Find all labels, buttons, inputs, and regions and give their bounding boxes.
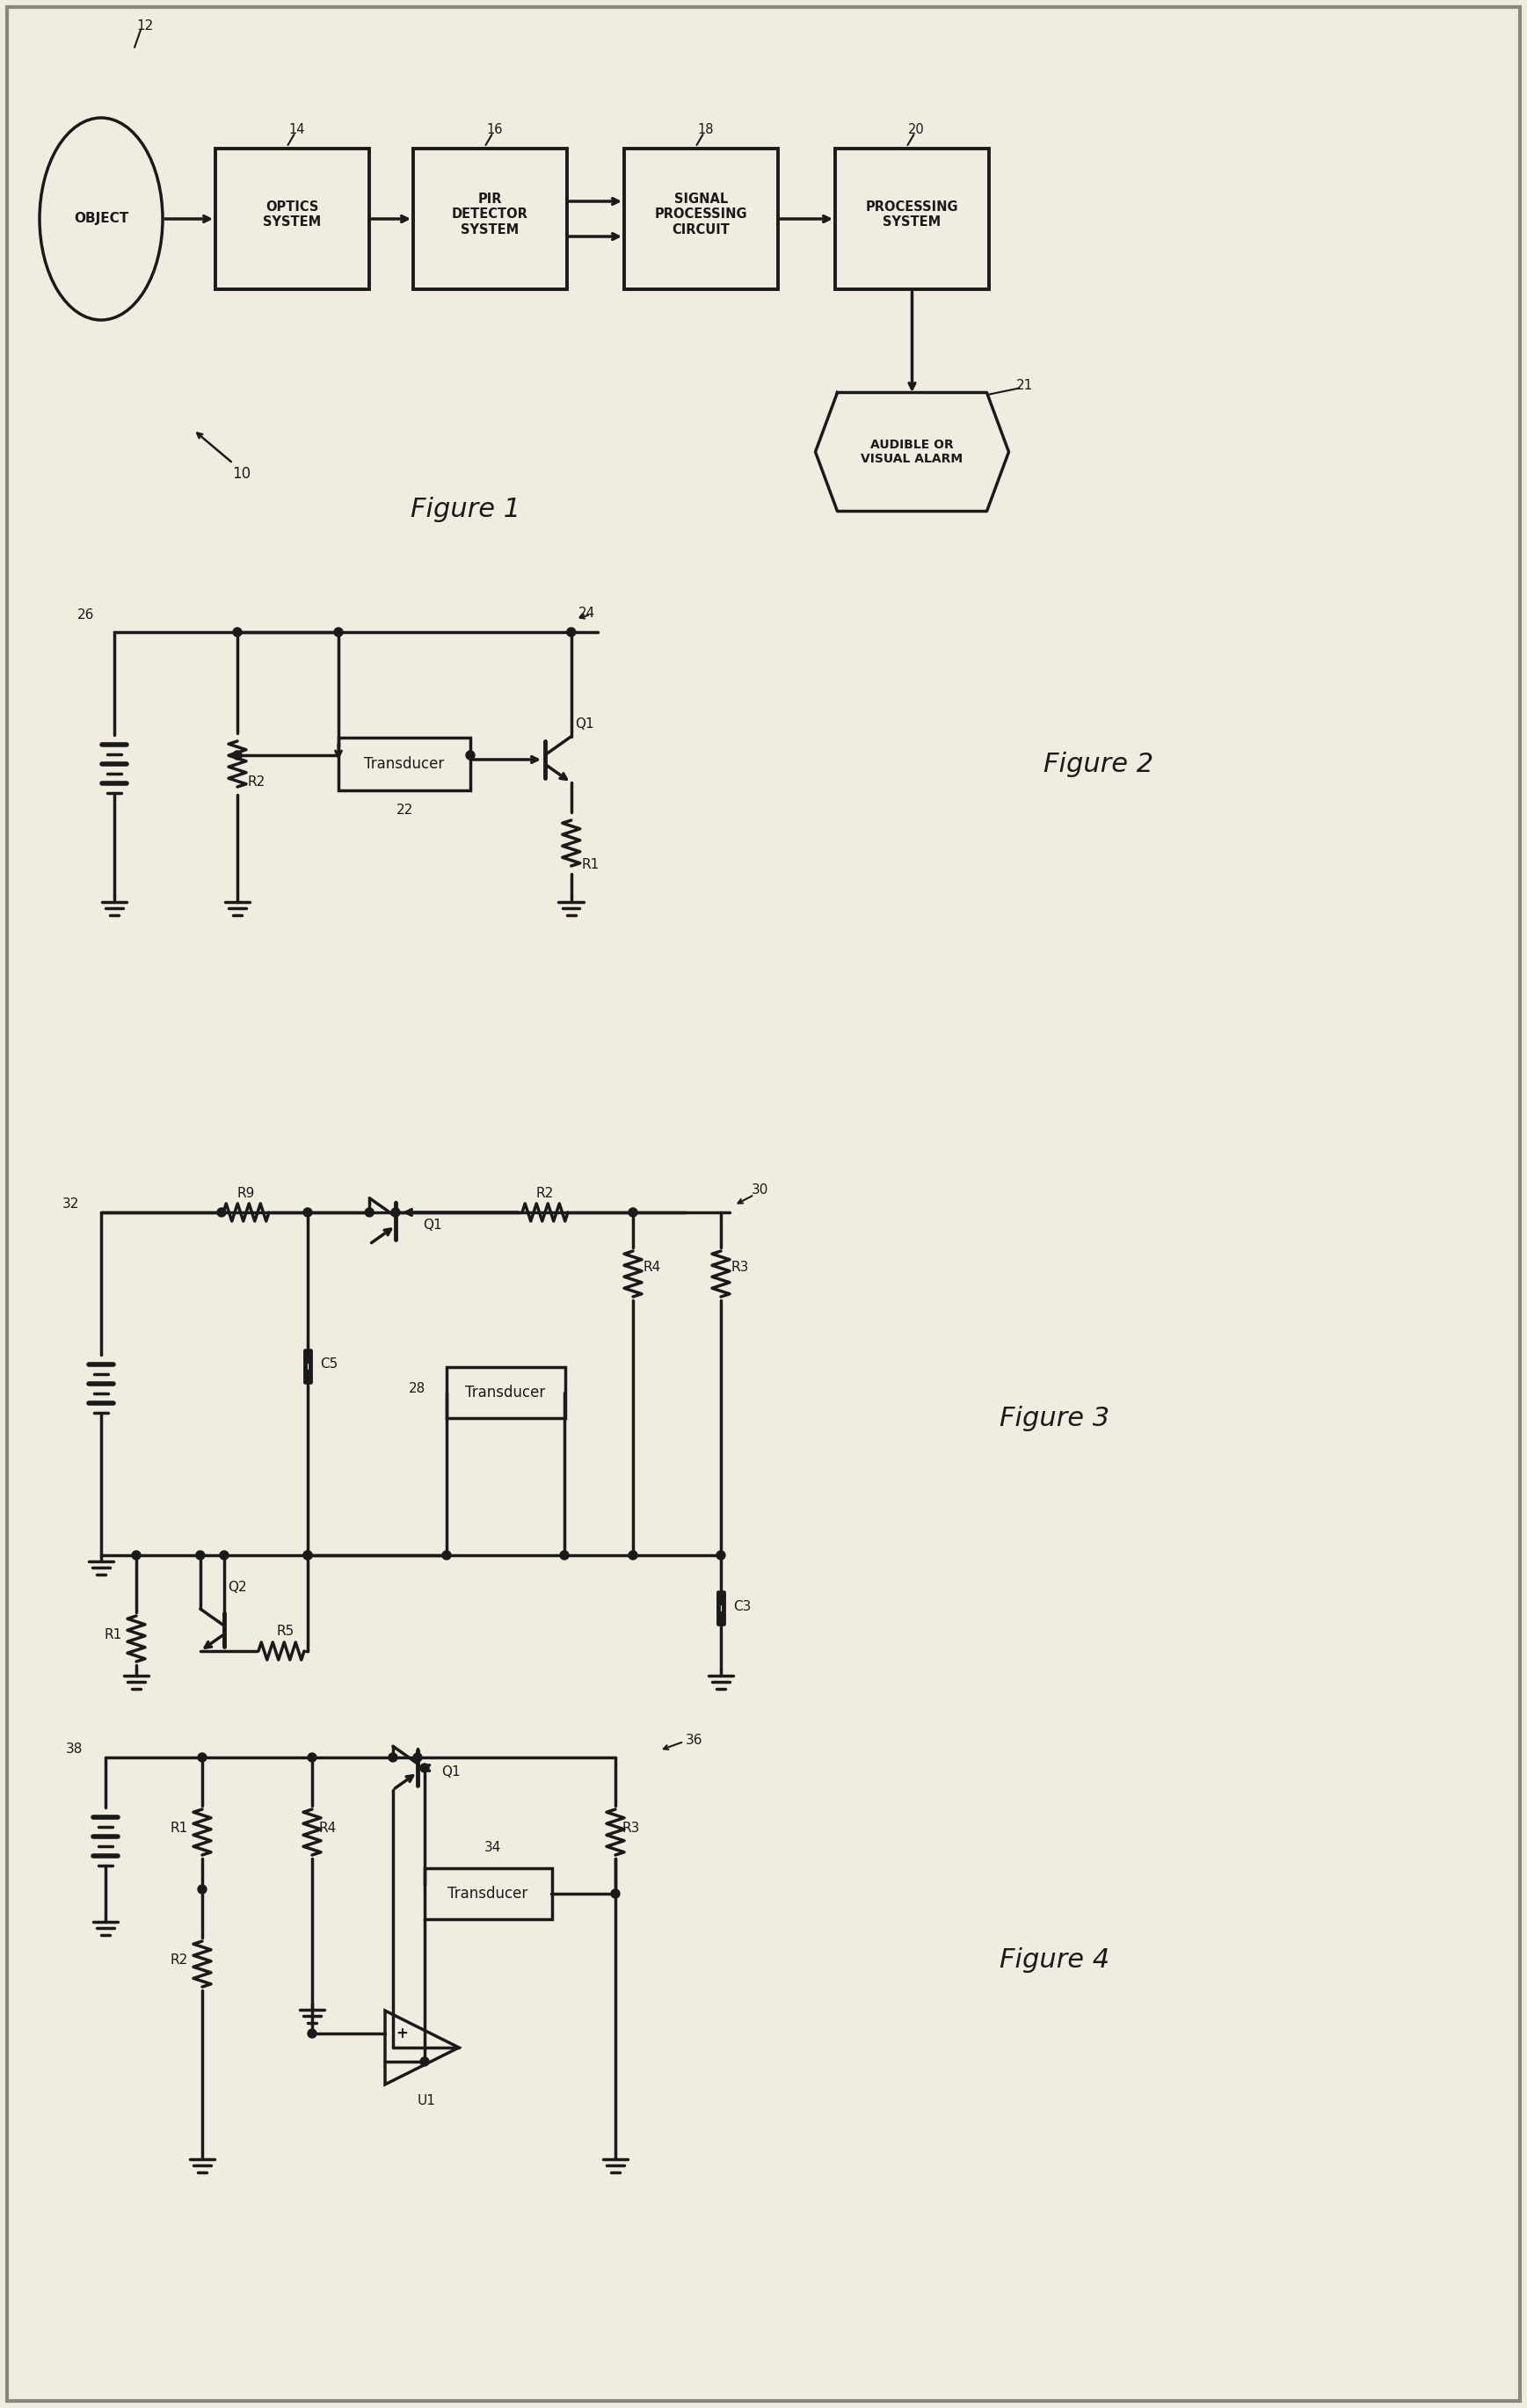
Text: R4: R4 [643,1259,661,1274]
Text: R2: R2 [247,775,266,787]
Text: Q1: Q1 [576,718,594,732]
Circle shape [629,1551,637,1560]
FancyBboxPatch shape [414,149,567,289]
Text: R2: R2 [536,1187,554,1199]
Text: 26: 26 [78,607,95,621]
FancyBboxPatch shape [625,149,777,289]
Circle shape [560,1551,568,1560]
Circle shape [629,1209,637,1216]
Circle shape [195,1551,205,1560]
Circle shape [443,1551,450,1560]
Text: R3: R3 [731,1259,750,1274]
Text: R4: R4 [319,1820,337,1835]
Text: R9: R9 [237,1187,255,1199]
Circle shape [199,1885,206,1893]
FancyBboxPatch shape [339,737,470,790]
Text: 36: 36 [686,1734,702,1746]
Text: 38: 38 [66,1741,84,1755]
Circle shape [365,1209,374,1216]
Circle shape [388,1753,397,1763]
Text: Figure 3: Figure 3 [1000,1406,1110,1433]
Text: U1: U1 [417,2093,435,2107]
Text: 16: 16 [487,123,502,135]
Text: Q1: Q1 [441,1765,461,1780]
Circle shape [307,2030,316,2037]
Circle shape [304,1551,312,1560]
Polygon shape [815,393,1009,510]
Text: −: − [395,2054,408,2068]
Text: Figure 2: Figure 2 [1044,751,1154,778]
Text: 10: 10 [232,467,250,482]
Text: R2: R2 [171,1953,188,1967]
Ellipse shape [40,118,163,320]
Text: 22: 22 [395,804,412,816]
Text: 18: 18 [698,123,713,135]
Text: 12: 12 [136,19,154,31]
Circle shape [414,1753,421,1763]
Text: 24: 24 [579,607,596,619]
Text: C5: C5 [319,1358,337,1370]
Text: 21: 21 [1015,378,1034,393]
Circle shape [304,1209,312,1216]
FancyBboxPatch shape [215,149,370,289]
Text: AUDIBLE OR
VISUAL ALARM: AUDIBLE OR VISUAL ALARM [861,438,964,465]
Circle shape [234,628,241,636]
Text: Transducer: Transducer [466,1385,545,1401]
FancyBboxPatch shape [425,1869,551,1919]
Circle shape [716,1551,725,1560]
Text: 30: 30 [751,1185,770,1197]
Text: Q1: Q1 [423,1218,441,1233]
Circle shape [199,1753,206,1763]
Circle shape [307,1753,316,1763]
Text: PROCESSING
SYSTEM: PROCESSING SYSTEM [866,200,959,229]
Text: R5: R5 [276,1625,295,1637]
Text: Transducer: Transducer [447,1885,528,1902]
Text: OPTICS
SYSTEM: OPTICS SYSTEM [263,200,321,229]
Text: 28: 28 [409,1382,426,1394]
Circle shape [131,1551,140,1560]
Text: 14: 14 [289,123,305,135]
FancyBboxPatch shape [446,1368,565,1418]
Text: +: + [395,2025,408,2042]
FancyBboxPatch shape [835,149,989,289]
Text: 20: 20 [909,123,925,135]
Circle shape [220,1551,229,1560]
Circle shape [217,1209,226,1216]
Text: Q2: Q2 [228,1582,247,1594]
Text: OBJECT: OBJECT [73,212,128,226]
Text: 34: 34 [484,1842,501,1854]
Circle shape [420,2056,429,2066]
Text: C3: C3 [733,1599,751,1613]
Circle shape [391,1209,400,1216]
Circle shape [611,1890,620,1898]
Text: SIGNAL
PROCESSING
CIRCUIT: SIGNAL PROCESSING CIRCUIT [655,193,748,236]
Text: R1: R1 [582,860,600,872]
Text: R3: R3 [621,1820,640,1835]
Text: R1: R1 [104,1628,122,1640]
Circle shape [466,751,475,759]
Text: 32: 32 [61,1197,79,1211]
Text: Figure 1: Figure 1 [411,496,521,523]
Text: R1: R1 [171,1820,188,1835]
Text: Transducer: Transducer [365,756,444,773]
Circle shape [234,751,241,759]
Text: Figure 4: Figure 4 [1000,1948,1110,1972]
Circle shape [304,1551,312,1560]
Text: PIR
DETECTOR
SYSTEM: PIR DETECTOR SYSTEM [452,193,528,236]
Circle shape [420,1763,429,1772]
Circle shape [567,628,576,636]
Circle shape [334,628,344,636]
